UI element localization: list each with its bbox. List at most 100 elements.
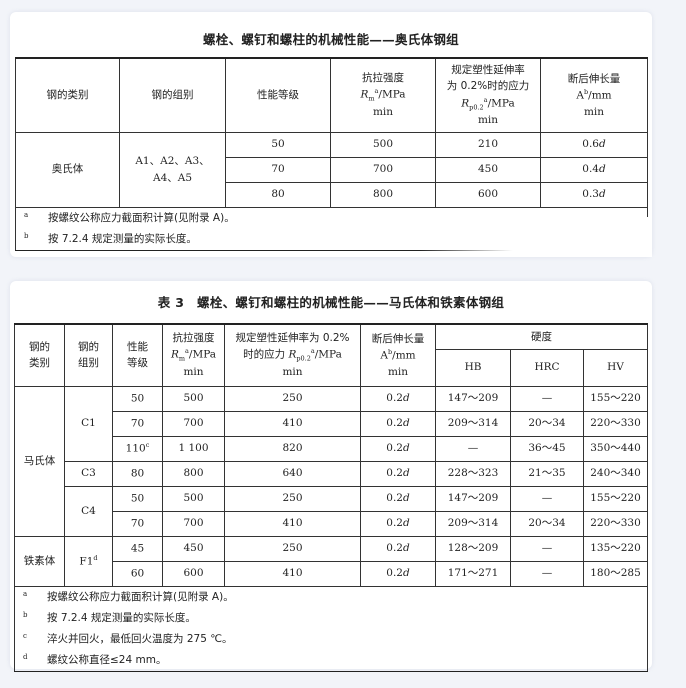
- hb-cell: 209～314: [435, 510, 511, 537]
- hv-cell: 350～440: [582, 435, 649, 462]
- category-cell: 马氏体: [14, 385, 65, 537]
- hb-cell: 228～323: [435, 460, 511, 487]
- table2-card: 表 3 螺栓、螺钉和螺柱的机械性能——马氏体和铁素体钢组 钢的 类别 钢的 组别 性…: [10, 281, 652, 672]
- table-row: 80 800 600 0.3d: [16, 181, 648, 208]
- category-cell: 奥氏体: [15, 131, 120, 208]
- hrc-cell: —: [510, 385, 584, 412]
- header-hrc: HRC: [510, 348, 584, 387]
- table-row: C3 80 800 640 0.2d 228～323 21～35 240～340: [15, 460, 649, 487]
- grade-cell: 70: [112, 510, 163, 537]
- grade-cell: 70: [112, 410, 163, 437]
- elongation-cell: 0.3d: [540, 181, 648, 208]
- elongation-cell: 0.2d: [360, 460, 436, 487]
- tensile-cell: 700: [162, 410, 225, 437]
- header-tensile: 抗拉强度 Rma/MPa min: [330, 57, 436, 133]
- footnote: a 按螺纹公称应力截面积计算(见附录 A)。: [23, 589, 234, 603]
- tensile-cell: 700: [162, 510, 225, 537]
- group-cell: A1、A2、A3、 A4、A5: [119, 131, 226, 208]
- header-hardness: 硬度: [434, 323, 649, 350]
- tensile-cell: 800: [330, 181, 436, 208]
- tensile-cell: 500: [330, 131, 436, 158]
- yield-cell: 600: [435, 181, 541, 208]
- elongation-cell: 0.2d: [360, 510, 436, 537]
- tensile-cell: 500: [162, 485, 225, 512]
- hrc-cell: 20～34: [510, 410, 584, 437]
- header-group: 钢的组别: [64, 323, 113, 387]
- elongation-cell: 0.2d: [360, 560, 436, 587]
- elongation-cell: 0.6d: [540, 131, 648, 158]
- elongation-cell: 0.4d: [540, 156, 648, 183]
- table2-title: 表 3 螺栓、螺钉和螺柱的机械性能——马氏体和铁素体钢组: [157, 295, 505, 310]
- header-category: 钢的类别: [14, 323, 65, 387]
- yield-cell: 450: [435, 156, 541, 183]
- hv-cell: 220～330: [582, 410, 649, 437]
- header-elongation: 断后伸长量 Ab/mm min: [540, 57, 648, 133]
- table2-header-row: 钢的 类别 钢的 组别 性能 等级 抗拉强度 Rma/MPa min 规定塑性延伸率为 0…: [14, 323, 649, 387]
- header-hv: HV: [582, 348, 649, 387]
- hv-cell: 135～220: [582, 535, 649, 562]
- tensile-cell: 600: [162, 560, 225, 587]
- hv-cell: 240～340: [582, 460, 649, 487]
- hv-cell: 155～220: [582, 485, 649, 512]
- table-row: 60 600 410 0.2d 171～271—180～285: [15, 560, 649, 587]
- grade-cell: 50: [112, 485, 163, 512]
- table-row: 110c 1 100 820 0.2d —36～45 350～440: [15, 435, 649, 462]
- scan-fade: [450, 591, 646, 667]
- elongation-cell: 0.2d: [360, 435, 436, 462]
- hv-cell: 155～220: [582, 385, 649, 412]
- tensile-cell: 800: [162, 460, 225, 487]
- table-row: C4 50 500 250 0.2d 147～209—155～220: [15, 485, 649, 537]
- table-row: 70 700 410 0.2d 209～314 20～34 220～330: [15, 510, 649, 537]
- header-elongation: 断后伸长量 Ab/mm min: [360, 323, 436, 387]
- yield-cell: 640: [224, 460, 361, 487]
- yield-cell: 410: [224, 560, 361, 587]
- grade-cell: 45: [112, 535, 163, 562]
- tensile-cell: 500: [162, 385, 225, 412]
- tensile-cell: 700: [330, 156, 436, 183]
- group-cell: F1d: [64, 535, 113, 587]
- footnote: d 螺纹公称直径≤24 mm。: [23, 652, 167, 666]
- header-category: 钢的类别: [15, 57, 120, 133]
- table1-card: 螺栓、螺钉和螺柱的机械性能——奥氏体钢组 钢的类别 钢的组别 性能等级 抗拉强度…: [10, 12, 652, 257]
- yield-cell: 250: [224, 385, 361, 412]
- grade-cell: 50: [112, 385, 163, 412]
- hb-cell: 209～314: [435, 410, 511, 437]
- footnote: c 淬火并回火，最低回火温度为 275 ℃。: [23, 631, 233, 645]
- hrc-cell: —: [510, 535, 584, 562]
- grade-cell: 110c: [112, 435, 163, 462]
- header-yield: 规定塑性延伸率为 0.2%时的应力 Rp0.2a/MPa min: [435, 57, 541, 133]
- hrc-cell: —: [510, 485, 584, 512]
- header-group: 钢的组别: [119, 57, 226, 133]
- table1-title: 螺栓、螺钉和螺柱的机械性能——奥氏体钢组: [202, 32, 459, 47]
- yield-cell: 210: [435, 131, 541, 158]
- category-cell: 铁素体: [14, 535, 65, 587]
- yield-cell: 410: [224, 510, 361, 537]
- hv-cell: 180～285: [582, 560, 649, 587]
- hb-cell: 128～209: [435, 535, 511, 562]
- hv-cell: 220～330: [582, 510, 649, 537]
- table2: 钢的 类别 钢的 组别 性能 等级 抗拉强度 Rma/MPa min 规定塑性延伸率为 0…: [13, 323, 649, 672]
- yield-cell: 250: [224, 485, 361, 512]
- table1-header-row: 钢的类别 钢的组别 性能等级 抗拉强度 Rma/MPa min 规定塑性延伸率为 0…: [15, 57, 648, 133]
- hb-cell: 147～209: [435, 485, 511, 512]
- footnote: a 按螺纹公称应力截面积计算(见附录 A)。: [24, 210, 235, 224]
- grade-cell: 50: [225, 131, 331, 158]
- header-tensile: 抗拉强度 Rma/MPa min: [162, 323, 225, 387]
- header-grade: 性能等级: [112, 323, 163, 387]
- hrc-cell: 21～35: [510, 460, 584, 487]
- grade-cell: 60: [112, 560, 163, 587]
- grade-cell: 80: [112, 460, 163, 487]
- header-grade: 性能等级: [225, 57, 331, 133]
- elongation-cell: 0.2d: [360, 385, 436, 412]
- header-yield: 规定塑性延伸率为 0.2% 时的应力 Rp0.2a/MPa min: [224, 323, 361, 387]
- group-cell: C4: [64, 485, 113, 537]
- yield-cell: 250: [224, 535, 361, 562]
- scan-fade: [420, 217, 652, 257]
- elongation-cell: 0.2d: [360, 485, 436, 512]
- grade-cell: 70: [225, 156, 331, 183]
- table-row: 奥氏体 A1、A2、A3、 A4、A5 50 500 210 0.6d: [15, 131, 648, 208]
- tensile-cell: 450: [162, 535, 225, 562]
- table-row: 马氏体 C1 50 500 250 0.2d 147～209—155～220: [14, 385, 649, 537]
